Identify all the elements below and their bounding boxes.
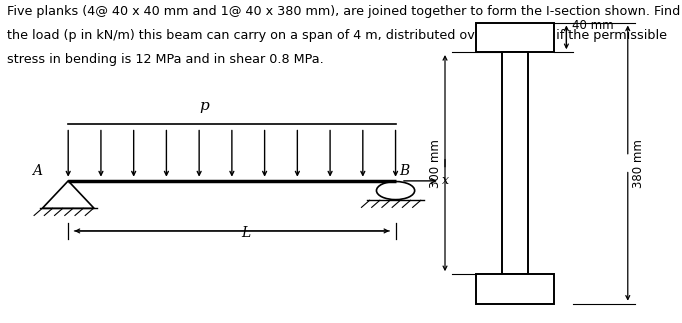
Text: 40 mm: 40 mm: [572, 19, 614, 32]
Text: B: B: [399, 164, 409, 178]
Text: A: A: [32, 164, 42, 178]
Text: p: p: [200, 99, 209, 113]
Bar: [476, 274, 554, 304]
Text: 380 mm: 380 mm: [632, 139, 645, 188]
Bar: [502, 52, 528, 274]
Bar: [476, 23, 554, 52]
Text: Five planks (4@ 40 x 40 mm and 1@ 40 x 380 mm), are joined together to form the : Five planks (4@ 40 x 40 mm and 1@ 40 x 3…: [7, 5, 680, 18]
Text: L: L: [241, 225, 250, 240]
Text: stress in bending is 12 MPa and in shear 0.8 MPa.: stress in bending is 12 MPa and in shear…: [7, 53, 323, 66]
Text: x: x: [442, 174, 449, 187]
Text: 300 mm: 300 mm: [429, 139, 442, 188]
Text: the load (p in kN/m) this beam can carry on a span of 4 m, distributed over its : the load (p in kN/m) this beam can carry…: [7, 29, 667, 42]
